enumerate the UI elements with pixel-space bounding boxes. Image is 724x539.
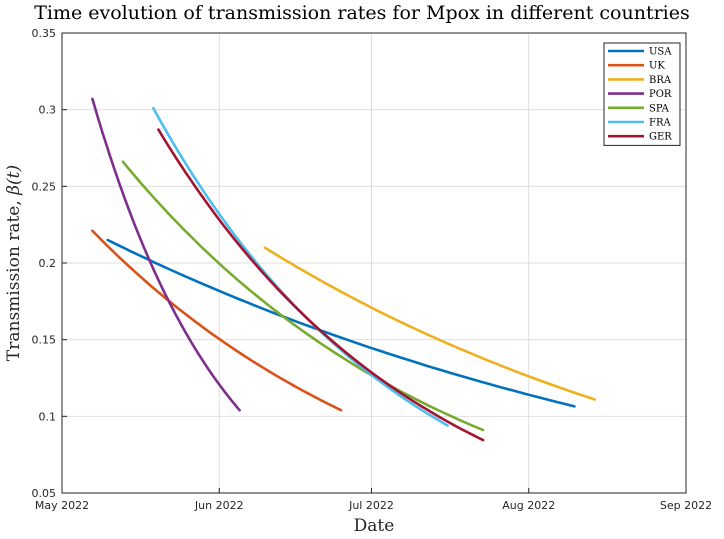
- y-tick-label: 0.3: [39, 104, 57, 117]
- legend-label-spa: SPA: [649, 103, 670, 114]
- series-line-uk: [91, 229, 343, 412]
- y-tick-label: 0.35: [32, 27, 57, 40]
- x-axis-label: Date: [354, 516, 395, 536]
- series-line-spa: [121, 160, 485, 432]
- legend-label-uk: UK: [649, 61, 665, 72]
- y-axis-label-symbol: β(t): [4, 165, 24, 196]
- chart-title: Time evolution of transmission rates for…: [34, 2, 690, 24]
- y-axis-label: Transmission rate, β(t): [4, 165, 24, 361]
- y-tick-label: 0.05: [32, 487, 57, 500]
- series-line-fra: [152, 106, 449, 427]
- legend-label-usa: USA: [649, 47, 672, 58]
- x-tick-label: Jul 2022: [348, 499, 394, 512]
- x-tick-label: Aug 2022: [502, 499, 555, 512]
- x-tick-label: May 2022: [35, 499, 89, 512]
- series-line-usa: [106, 238, 576, 408]
- y-tick-label: 0.2: [39, 257, 57, 270]
- y-tick-label: 0.15: [32, 334, 57, 347]
- legend-label-fra: FRA: [649, 118, 671, 129]
- series-layer: [91, 97, 597, 442]
- legend-label-por: POR: [649, 89, 672, 100]
- series-line-por: [91, 97, 241, 412]
- y-axis-label-text: Transmission rate,: [4, 195, 24, 361]
- legend-label-ger: GER: [649, 132, 672, 143]
- series-line-bra: [263, 246, 597, 401]
- legend-label-bra: BRA: [649, 75, 672, 86]
- x-tick-label: Sep 2022: [660, 499, 712, 512]
- x-tick-label: Jun 2022: [194, 499, 244, 512]
- legend: USA UK BRA POR SPA FRA GER: [603, 42, 681, 146]
- series-line-ger: [157, 128, 485, 442]
- axis-ticks: May 2022 Jun 2022 Jul 2022 Aug 2022 Sep 2022…: [32, 27, 713, 512]
- y-tick-label: 0.1: [39, 410, 57, 423]
- y-tick-label: 0.25: [32, 180, 57, 193]
